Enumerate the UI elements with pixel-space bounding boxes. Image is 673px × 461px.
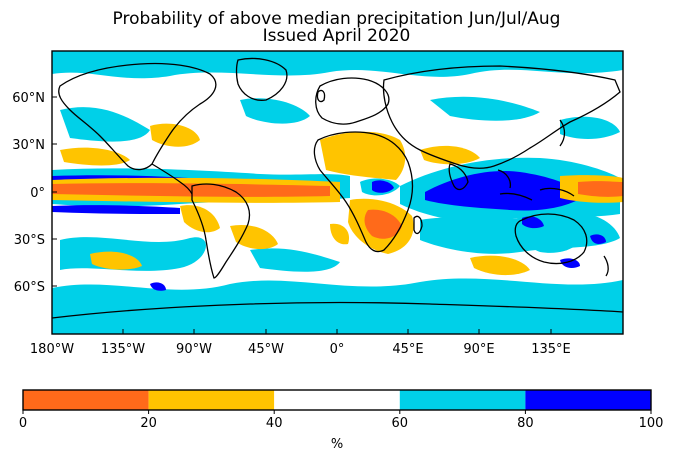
coastlines: [52, 57, 623, 319]
colorbar-tick-label: 100: [639, 416, 664, 431]
colorbar-tick-label: 60: [392, 416, 409, 431]
colorbar-bins: [23, 390, 651, 410]
colorbar-bin-1: [148, 390, 275, 410]
lat-tick-label: 0°: [30, 186, 45, 201]
lat-tick-label: 30°N: [12, 138, 45, 153]
map-title: Probability of above median precipitatio…: [112, 9, 561, 29]
lat-tick-label: 60°S: [14, 280, 45, 295]
colorbar-tick-labels: 0 20 40 60 80 100: [19, 416, 664, 431]
lat-tick-label: 30°S: [14, 233, 45, 248]
lon-tick-label: 0°: [330, 342, 345, 357]
lon-tick-label: 90°W: [176, 342, 212, 357]
colorbar-tick-label: 80: [517, 416, 534, 431]
probability-field: [52, 51, 623, 334]
lon-tick-label: 135°W: [101, 342, 145, 357]
lon-tick-label: 90°E: [463, 342, 494, 357]
colorbar-tick-label: 40: [266, 416, 283, 431]
map-subtitle: Issued April 2020: [262, 26, 411, 46]
lon-tick-label: 45°E: [392, 342, 423, 357]
lon-tick-label: 180°W: [30, 342, 74, 357]
map-panel: [52, 51, 623, 334]
colorbar-bin-0: [23, 390, 149, 410]
colorbar: 0 20 40 60 80 100 %: [19, 389, 664, 452]
lon-tick-label: 45°W: [248, 342, 284, 357]
colorbar-frame: [22, 389, 652, 411]
colorbar-bin-2: [274, 390, 400, 410]
lon-tick-labels: 180°W 135°W 90°W 45°W 0° 45°E 90°E 135°E: [30, 342, 571, 357]
colorbar-tick-label: 20: [140, 416, 157, 431]
colorbar-tick-label: 0: [19, 416, 27, 431]
lon-tick-label: 135°E: [531, 342, 571, 357]
colorbar-unit-label: %: [331, 437, 343, 452]
lat-tick-labels: 60°N 30°N 0° 30°S 60°S: [12, 91, 45, 295]
colorbar-bin-3: [399, 390, 526, 410]
colorbar-bin-4: [525, 390, 651, 410]
axis-ticks: [51, 96, 552, 334]
lat-tick-label: 60°N: [12, 91, 45, 106]
colorbar-ticks: [22, 410, 652, 414]
